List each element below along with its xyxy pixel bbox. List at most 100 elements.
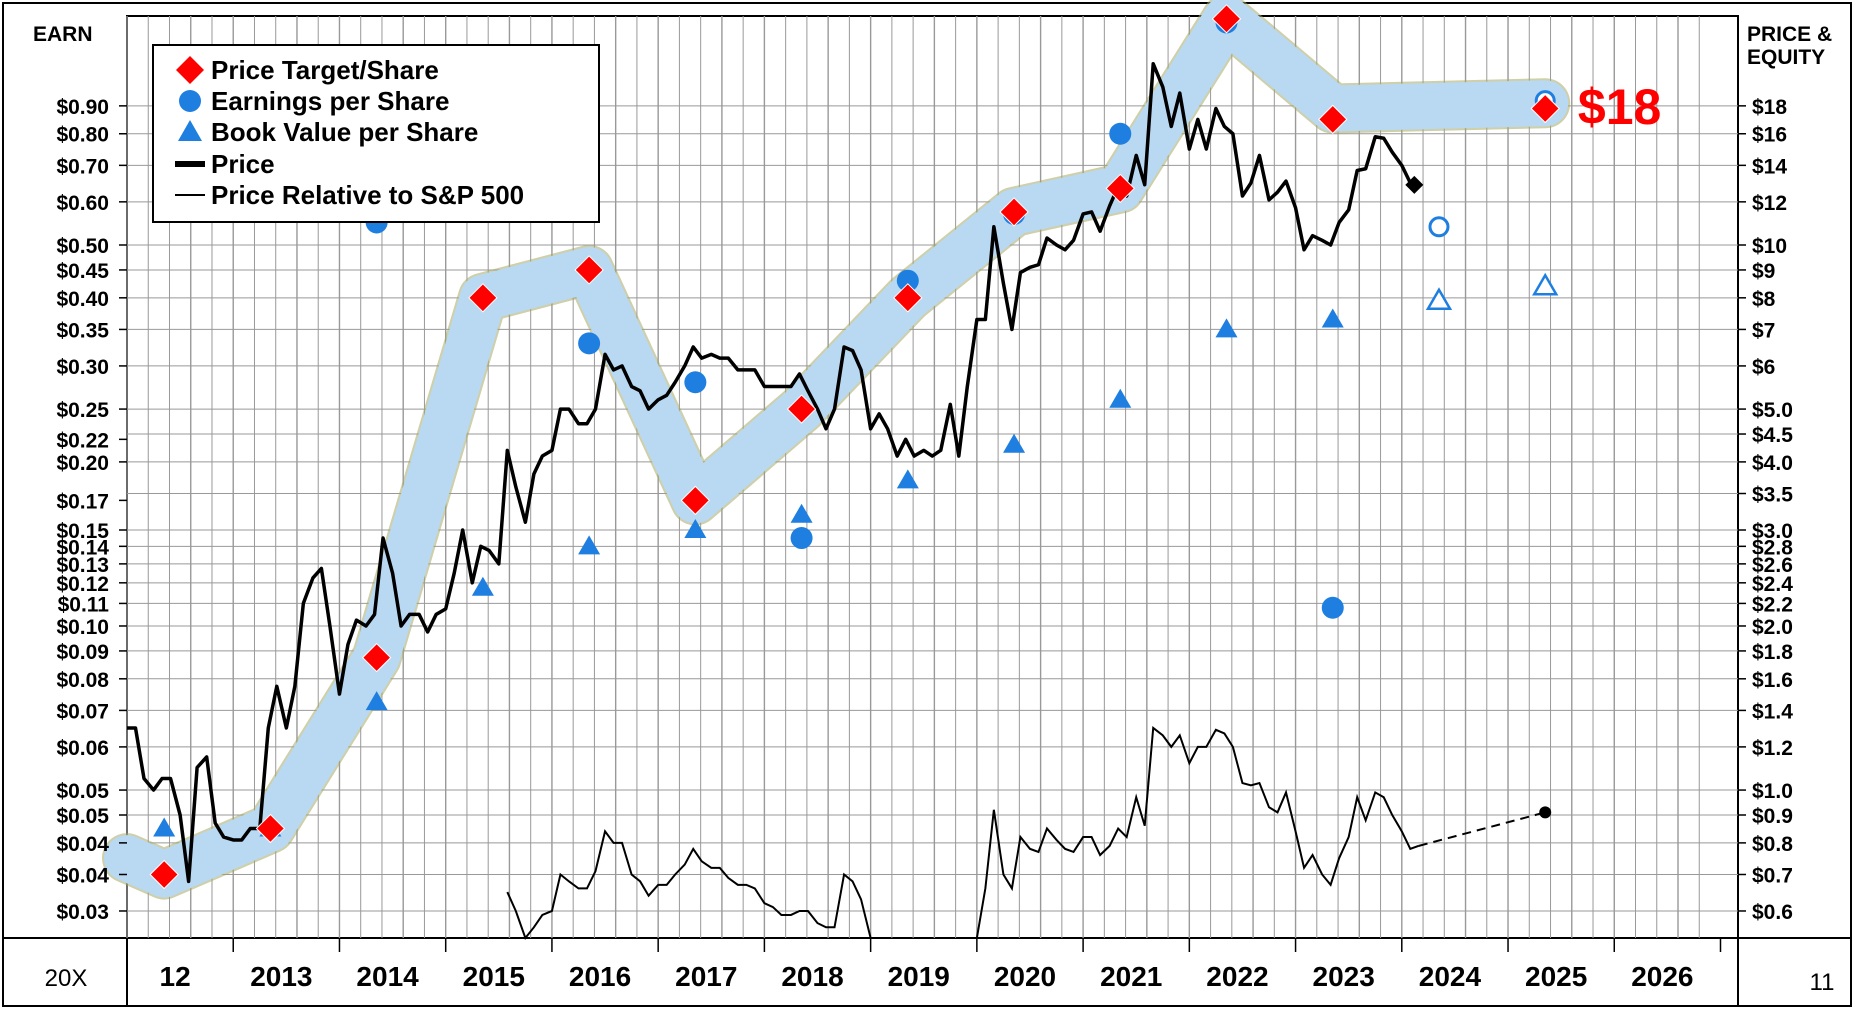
x-tick-label: 2019 [888, 961, 950, 992]
right-tick-label: $10 [1752, 235, 1787, 258]
price-target-marker [468, 283, 498, 313]
left-tick-label: $0.03 [56, 901, 109, 924]
left-tick-label: $0.30 [56, 356, 109, 379]
right-tick-label: $3.0 [1752, 520, 1793, 543]
book-value-marker [1532, 272, 1559, 296]
legend-item: Price Target/Share [176, 55, 439, 85]
relative-projection-line [1418, 811, 1546, 847]
x-tick-label: 2021 [1100, 961, 1162, 992]
book-value-marker [1215, 318, 1238, 338]
legend-item: Earnings per Share [179, 86, 449, 116]
right-tick-label: $1.8 [1752, 641, 1793, 664]
price-target-marker [574, 255, 604, 285]
left-tick-label: $0.04 [56, 833, 109, 856]
right-tick-label: $1.2 [1752, 737, 1793, 760]
right-tick-label: $7 [1752, 319, 1775, 342]
left-tick-label: $0.22 [56, 429, 109, 452]
book-value-marker [1425, 287, 1453, 311]
latest-price-marker [1405, 175, 1424, 194]
left-tick-label: $0.90 [56, 96, 109, 119]
book-value-marker [153, 817, 176, 837]
price-target-marker [255, 813, 286, 844]
left-tick-label: $0.60 [56, 192, 109, 215]
left-tick-label: $0.20 [56, 452, 109, 475]
relative-price-line [506, 829, 872, 941]
right-tick-label: $2.0 [1752, 616, 1793, 639]
left-tick-label: $0.25 [56, 399, 109, 422]
left-tick-label: $0.35 [56, 319, 109, 342]
data-markers [149, 4, 1560, 890]
right-axis-title: PRICE & [1747, 23, 1832, 46]
legend-circle-icon [179, 90, 201, 112]
eps-marker [578, 332, 601, 355]
eps-marker [1109, 122, 1132, 145]
legend-item: Book Value per Share [178, 117, 478, 147]
legend-label: Price [211, 149, 275, 179]
price-target-marker [680, 485, 711, 516]
x-tick-label: 2022 [1206, 961, 1268, 992]
left-axis-title: EARN [33, 23, 93, 46]
legend-label: Price Relative to S&P 500 [211, 180, 524, 210]
relative-price-series [506, 726, 1552, 941]
right-tick-label: $12 [1752, 192, 1787, 215]
right-tick-label: $0.7 [1752, 864, 1793, 887]
right-tick-label: $2.2 [1752, 593, 1793, 616]
price-target-marker [361, 642, 392, 673]
x-tick-label: 2016 [569, 961, 631, 992]
right-axis-title-2: EQUITY [1747, 46, 1825, 69]
left-tick-label: $0.50 [56, 235, 109, 258]
right-tick-label: $1.0 [1752, 780, 1793, 803]
price-line [127, 62, 1412, 884]
left-tick-label: $0.70 [56, 155, 109, 178]
right-tick-label: $14 [1752, 155, 1787, 178]
x-tick-label: 12 [160, 961, 191, 992]
x-tick-label: 2015 [463, 961, 525, 992]
left-tick-label: $0.05 [56, 780, 109, 803]
left-tick-label: $0.12 [56, 573, 109, 596]
legend-triangle-icon [178, 120, 202, 141]
eps-marker [896, 269, 919, 292]
price-target-marker [1530, 93, 1560, 124]
book-value-marker [896, 469, 919, 489]
right-tick-label: $18 [1752, 96, 1787, 119]
target-band [104, 0, 1569, 898]
x-corner-right: 11 [1810, 969, 1835, 996]
book-value-marker [1321, 308, 1344, 328]
eps-marker [684, 371, 707, 394]
left-tick-label: $0.14 [56, 536, 109, 559]
left-tick-label: $0.45 [56, 260, 109, 283]
left-tick-label: $0.04 [56, 864, 109, 887]
right-tick-label: $6 [1752, 356, 1775, 379]
left-tick-label: $0.05 [56, 805, 109, 828]
left-tick-label: $0.08 [56, 669, 109, 692]
right-tick-label: $1.6 [1752, 669, 1793, 692]
right-tick-label: $5.0 [1752, 399, 1793, 422]
book-value-marker [790, 503, 813, 523]
eps-marker [1321, 596, 1344, 619]
eps-marker [1428, 216, 1450, 238]
target-price-annotation: $18 [1578, 79, 1661, 135]
axis-labels: $18 EARN $0.03 $0.04 $0.04 $0.05$0.05 $0.06 $0.… [33, 23, 1834, 996]
right-tick-label: $1.4 [1752, 700, 1793, 723]
x-tick-label: 2024 [1419, 961, 1482, 992]
price-target-marker [149, 859, 179, 890]
price-target-marker [893, 283, 923, 313]
price-target-marker [1105, 173, 1135, 204]
x-tick-label: 2020 [994, 961, 1056, 992]
right-tick-label: $0.8 [1752, 833, 1793, 856]
right-tick-label: $0.9 [1752, 805, 1793, 828]
right-tick-label: $0.6 [1752, 901, 1793, 924]
x-tick-label: 2018 [781, 961, 843, 992]
book-value-marker [684, 519, 707, 538]
price-target-marker [786, 394, 817, 424]
x-corner-left: 20X [45, 965, 88, 992]
right-tick-label: $2.6 [1752, 554, 1793, 577]
left-tick-label: $0.17 [56, 490, 109, 513]
left-tick-label: $0.09 [56, 641, 109, 664]
legend-label: Book Value per Share [211, 117, 478, 147]
x-tick-label: 2026 [1631, 961, 1693, 992]
x-tick-label: 2025 [1525, 961, 1587, 992]
legend-item: Price Relative to S&P 500 [175, 180, 524, 210]
left-tick-label: $0.11 [58, 593, 110, 616]
